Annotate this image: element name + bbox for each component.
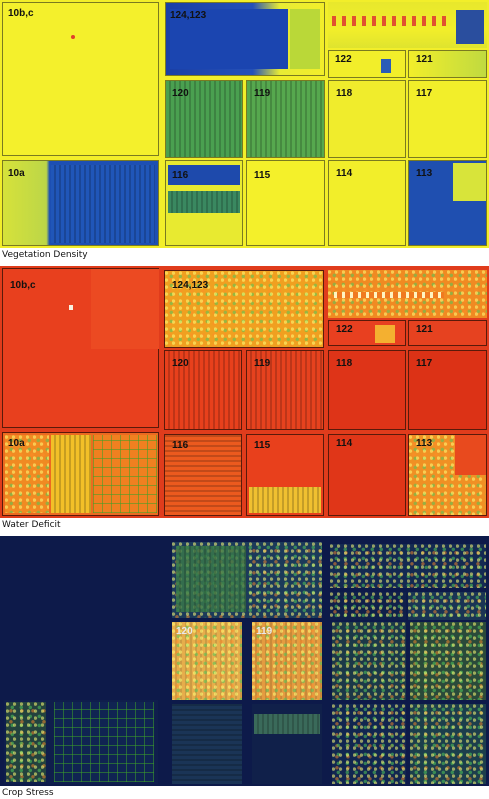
- field-117: [408, 80, 487, 158]
- field-label-116: 116: [172, 440, 189, 451]
- field-label-10bc: 10b,c: [8, 8, 34, 19]
- water-deficit-panel: 10b,c 124,123 122 121 120 119 118 117: [0, 266, 489, 532]
- water-deficit-caption: Water Deficit: [2, 520, 61, 530]
- field-label-124-123: 124,123: [170, 10, 207, 21]
- field-114: [328, 434, 406, 516]
- field-top-right-strip: [328, 270, 487, 318]
- vegetation-density-caption: Vegetation Density: [2, 250, 88, 260]
- field-label-117: 117: [416, 88, 433, 99]
- field-114: [332, 704, 406, 784]
- field-label-124-123: 124,123: [172, 280, 209, 291]
- field-113: [408, 434, 487, 516]
- field-10a: [2, 432, 159, 516]
- field-label-121: 121: [416, 324, 433, 335]
- field-label-122: 122: [335, 54, 352, 65]
- field-119: [246, 350, 324, 430]
- field-label-122: 122: [336, 324, 353, 335]
- field-label-114: 114: [336, 438, 353, 449]
- field-label-116: 116: [172, 170, 189, 181]
- field-124-123: [165, 2, 325, 76]
- field-122: [328, 320, 406, 346]
- field-label-115: 115: [254, 170, 271, 181]
- field-label-120: 120: [172, 88, 189, 99]
- field-116: [164, 434, 242, 516]
- field-124-123: [172, 542, 322, 618]
- field-label-115: 115: [254, 440, 271, 451]
- field-top-right-strip: [330, 544, 486, 588]
- field-label-119: 119: [254, 88, 271, 99]
- crop-stress-image: 120 119: [0, 536, 489, 786]
- field-10bc: [2, 268, 159, 428]
- field-121: [408, 50, 487, 78]
- field-117: [410, 622, 486, 700]
- field-115: [246, 160, 325, 246]
- field-label-118: 118: [336, 358, 353, 369]
- field-label-118: 118: [336, 88, 353, 99]
- crop-stress-panel: 120 119 Crop Stress: [0, 536, 489, 799]
- field-label-113: 113: [416, 168, 433, 179]
- field-122: [330, 592, 406, 620]
- field-120: [164, 350, 242, 430]
- field-top-right-strip: [328, 2, 487, 48]
- field-118: [328, 80, 406, 158]
- field-120: [165, 80, 243, 158]
- field-120: [172, 622, 242, 700]
- field-label-119: 119: [254, 358, 271, 369]
- vegetation-density-image: 10b,c 124,123 122 121 120 119 118: [0, 0, 489, 248]
- field-119: [252, 622, 322, 700]
- field-118: [328, 350, 406, 430]
- field-113: [408, 160, 487, 246]
- water-deficit-image: 10b,c 124,123 122 121 120 119 118 117: [0, 266, 489, 518]
- field-label-121: 121: [416, 54, 433, 65]
- field-121: [408, 592, 486, 620]
- field-label-10a: 10a: [8, 168, 25, 179]
- field-116: [172, 704, 242, 784]
- field-121: [408, 320, 487, 346]
- field-124-123: [164, 270, 324, 348]
- field-label-10a: 10a: [8, 438, 25, 449]
- field-117: [408, 350, 487, 430]
- field-114: [328, 160, 406, 246]
- field-label-117: 117: [416, 358, 433, 369]
- field-116: [165, 160, 243, 246]
- field-label-114: 114: [336, 168, 353, 179]
- vegetation-density-panel: 10b,c 124,123 122 121 120 119 118: [0, 0, 489, 262]
- field-label-10bc: 10b,c: [10, 280, 36, 291]
- field-115: [252, 704, 322, 784]
- field-113: [410, 704, 486, 784]
- field-label-120: 120: [172, 358, 189, 369]
- field-122: [328, 50, 406, 78]
- field-10a: [4, 700, 158, 784]
- field-label-113: 113: [416, 438, 433, 449]
- field-10bc: [2, 2, 159, 156]
- crop-stress-caption: Crop Stress: [2, 788, 54, 798]
- field-118: [332, 622, 406, 700]
- field-label-119: 119: [256, 626, 273, 637]
- field-label-120: 120: [176, 626, 193, 637]
- field-10a: [2, 160, 159, 246]
- field-119: [246, 80, 325, 158]
- field-115: [246, 434, 324, 516]
